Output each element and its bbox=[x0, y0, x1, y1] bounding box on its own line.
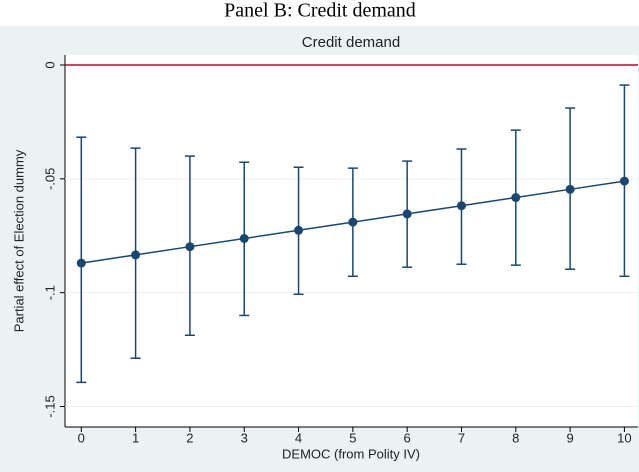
x-tick-label: 2 bbox=[186, 430, 193, 445]
point bbox=[131, 250, 141, 260]
point bbox=[565, 184, 575, 194]
x-tick-label: 0 bbox=[78, 430, 85, 445]
y-axis-title: Partial effect of Election dummy bbox=[11, 149, 26, 332]
x-tick-label: 7 bbox=[458, 430, 465, 445]
x-axis-title: DEMOC (from Polity IV) bbox=[282, 446, 420, 461]
point bbox=[402, 209, 412, 219]
x-tick-label: 5 bbox=[349, 430, 356, 445]
x-tick-label: 6 bbox=[404, 430, 411, 445]
x-tick-label: 8 bbox=[512, 430, 519, 445]
chart-title: Credit demand bbox=[302, 34, 400, 51]
point bbox=[294, 225, 304, 235]
x-tick-label: 1 bbox=[132, 430, 139, 445]
point bbox=[456, 201, 466, 211]
y-tick-label: -.15 bbox=[42, 395, 57, 417]
y-tick-label: -.1 bbox=[42, 285, 57, 300]
point bbox=[619, 176, 629, 186]
x-tick-label: 10 bbox=[617, 430, 631, 445]
page-title: Panel B: Credit demand bbox=[224, 0, 416, 22]
x-tick-label: 4 bbox=[295, 430, 302, 445]
point bbox=[76, 258, 86, 268]
x-tick-label: 9 bbox=[566, 430, 573, 445]
y-tick-label: 0 bbox=[42, 61, 57, 68]
point bbox=[185, 242, 195, 252]
point bbox=[239, 233, 249, 243]
plot-area bbox=[65, 55, 638, 427]
point bbox=[511, 193, 521, 203]
x-tick-label: 3 bbox=[241, 430, 248, 445]
y-tick-label: -.05 bbox=[42, 168, 57, 190]
point bbox=[348, 217, 358, 227]
